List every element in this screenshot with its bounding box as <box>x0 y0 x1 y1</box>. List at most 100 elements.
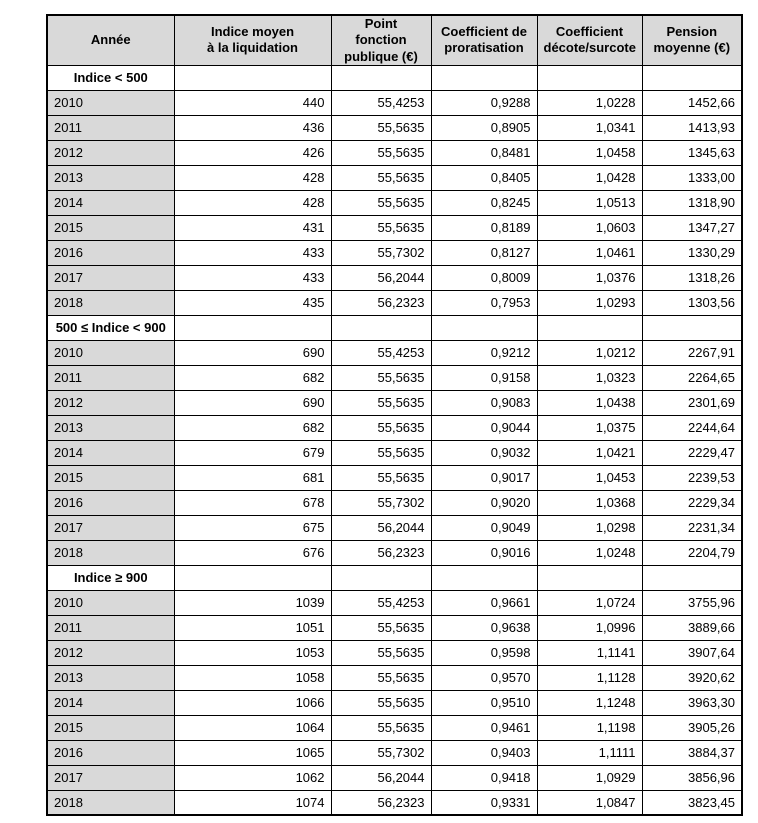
value-cell: 0,9510 <box>430 689 538 716</box>
empty-cell <box>536 564 643 591</box>
value-cell: 1,0293 <box>536 289 643 316</box>
value-cell: 55,5635 <box>330 189 432 216</box>
value-cell: 2239,53 <box>641 464 743 491</box>
value-cell: 55,5635 <box>330 364 432 391</box>
year-cell: 2014 <box>46 439 175 466</box>
value-cell: 0,7953 <box>430 289 538 316</box>
year-cell: 2011 <box>46 614 175 641</box>
table-row: 2015 681 55,5635 0,9017 1,0453 2239,53 <box>46 464 743 491</box>
value-cell: 1,0603 <box>536 214 643 241</box>
header-row: Année Indice moyen à la liquidation Poin… <box>46 14 743 66</box>
year-cell: 2013 <box>46 664 175 691</box>
value-cell: 0,8405 <box>430 164 538 191</box>
value-cell: 435 <box>173 289 332 316</box>
value-cell: 1039 <box>173 589 332 616</box>
value-cell: 55,7302 <box>330 739 432 766</box>
table-container: Année Indice moyen à la liquidation Poin… <box>46 14 743 817</box>
empty-cell <box>536 314 643 341</box>
value-cell: 0,9032 <box>430 439 538 466</box>
value-cell: 1066 <box>173 689 332 716</box>
value-cell: 0,8905 <box>430 114 538 141</box>
value-cell: 1,1141 <box>536 639 643 666</box>
value-cell: 1,0453 <box>536 464 643 491</box>
value-cell: 1,0996 <box>536 614 643 641</box>
value-cell: 440 <box>173 89 332 116</box>
value-cell: 1058 <box>173 664 332 691</box>
year-cell: 2016 <box>46 739 175 766</box>
pension-table: Année Indice moyen à la liquidation Poin… <box>46 14 743 817</box>
value-cell: 55,5635 <box>330 664 432 691</box>
empty-cell <box>173 564 332 591</box>
value-cell: 1452,66 <box>641 89 743 116</box>
value-cell: 56,2044 <box>330 264 432 291</box>
year-cell: 2013 <box>46 164 175 191</box>
value-cell: 55,5635 <box>330 614 432 641</box>
section-label: 500 ≤ Indice < 900 <box>46 314 175 341</box>
empty-cell <box>536 64 643 91</box>
section-header-row: Indice < 500 <box>46 64 743 91</box>
value-cell: 55,5635 <box>330 139 432 166</box>
value-cell: 0,9331 <box>430 789 538 816</box>
value-cell: 2204,79 <box>641 539 743 566</box>
value-cell: 56,2323 <box>330 289 432 316</box>
value-cell: 1,0228 <box>536 89 643 116</box>
year-cell: 2012 <box>46 389 175 416</box>
col-header-coefficient-decote-surcote: Coefficient décote/surcote <box>536 14 643 66</box>
table-row: 2012 1053 55,5635 0,9598 1,1141 3907,64 <box>46 639 743 666</box>
value-cell: 55,4253 <box>330 89 432 116</box>
value-cell: 1,1198 <box>536 714 643 741</box>
value-cell: 0,9044 <box>430 414 538 441</box>
value-cell: 55,5635 <box>330 439 432 466</box>
value-cell: 1062 <box>173 764 332 791</box>
value-cell: 681 <box>173 464 332 491</box>
value-cell: 0,9049 <box>430 514 538 541</box>
table-row: 2012 426 55,5635 0,8481 1,0458 1345,63 <box>46 139 743 166</box>
value-cell: 1333,00 <box>641 164 743 191</box>
empty-cell <box>641 564 743 591</box>
year-cell: 2014 <box>46 189 175 216</box>
value-cell: 1,0458 <box>536 139 643 166</box>
value-cell: 3856,96 <box>641 764 743 791</box>
value-cell: 1,0375 <box>536 414 643 441</box>
table-row: 2013 682 55,5635 0,9044 1,0375 2244,64 <box>46 414 743 441</box>
value-cell: 1,0368 <box>536 489 643 516</box>
table-row: 2018 1074 56,2323 0,9331 1,0847 3823,45 <box>46 789 743 816</box>
value-cell: 678 <box>173 489 332 516</box>
value-cell: 56,2044 <box>330 514 432 541</box>
value-cell: 0,9083 <box>430 389 538 416</box>
value-cell: 0,9403 <box>430 739 538 766</box>
table-row: 2017 1062 56,2044 0,9418 1,0929 3856,96 <box>46 764 743 791</box>
value-cell: 0,9461 <box>430 714 538 741</box>
empty-cell <box>430 314 538 341</box>
value-cell: 2244,64 <box>641 414 743 441</box>
value-cell: 0,8481 <box>430 139 538 166</box>
value-cell: 1413,93 <box>641 114 743 141</box>
value-cell: 433 <box>173 264 332 291</box>
year-cell: 2017 <box>46 764 175 791</box>
value-cell: 55,4253 <box>330 589 432 616</box>
value-cell: 1,0461 <box>536 239 643 266</box>
value-cell: 1,0847 <box>536 789 643 816</box>
table-row: 2016 1065 55,7302 0,9403 1,1111 3884,37 <box>46 739 743 766</box>
value-cell: 1318,26 <box>641 264 743 291</box>
table-row: 2013 1058 55,5635 0,9570 1,1128 3920,62 <box>46 664 743 691</box>
value-cell: 55,5635 <box>330 414 432 441</box>
year-cell: 2015 <box>46 464 175 491</box>
value-cell: 55,5635 <box>330 389 432 416</box>
col-header-indice-moyen: Indice moyen à la liquidation <box>173 14 332 66</box>
empty-cell <box>641 314 743 341</box>
table-row: 2015 431 55,5635 0,8189 1,0603 1347,27 <box>46 214 743 241</box>
year-cell: 2016 <box>46 239 175 266</box>
value-cell: 55,5635 <box>330 214 432 241</box>
table-row: 2015 1064 55,5635 0,9461 1,1198 3905,26 <box>46 714 743 741</box>
value-cell: 55,5635 <box>330 464 432 491</box>
value-cell: 1,0248 <box>536 539 643 566</box>
value-cell: 0,9158 <box>430 364 538 391</box>
value-cell: 682 <box>173 364 332 391</box>
value-cell: 2267,91 <box>641 339 743 366</box>
value-cell: 56,2323 <box>330 789 432 816</box>
col-header-point-fonction: Point fonction publique (€) <box>330 14 432 66</box>
value-cell: 1,0376 <box>536 264 643 291</box>
value-cell: 1,0428 <box>536 164 643 191</box>
value-cell: 0,9661 <box>430 589 538 616</box>
